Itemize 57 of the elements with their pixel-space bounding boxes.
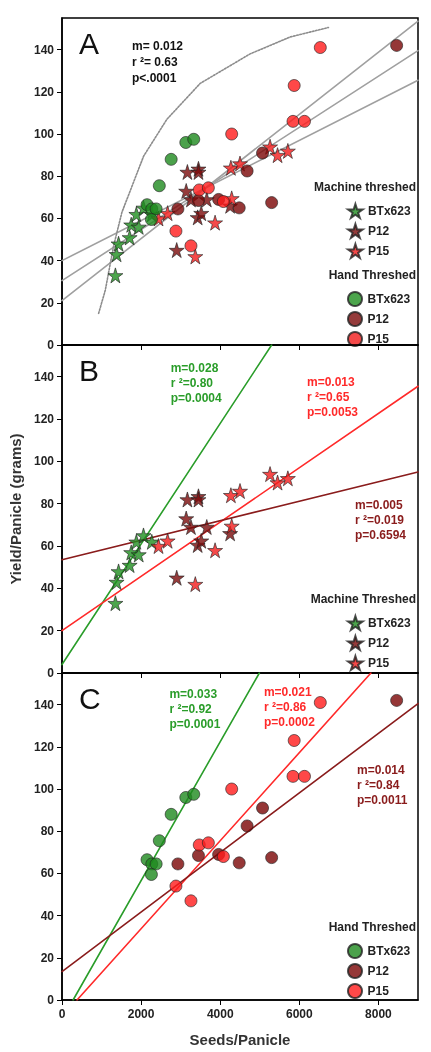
chart-title: A: [79, 26, 100, 60]
x-tick-label: 4000: [206, 1007, 234, 1021]
text: Hand Threshed: [328, 268, 417, 282]
x-axis-title: Seeds/Panicle: [189, 1031, 291, 1048]
y-tick-label: 140: [33, 42, 55, 57]
y-tick-label: 20: [40, 950, 55, 965]
legend-label: P15: [367, 244, 390, 258]
y-tick-label: 100: [33, 782, 55, 797]
y-tick-label: 0: [47, 666, 55, 680]
y-tick-label: 80: [40, 169, 55, 184]
y-tick-label: 20: [40, 295, 55, 310]
x-tick-label: 8000: [365, 1007, 393, 1021]
y-tick-label: 140: [33, 697, 55, 712]
legend-label: P15: [367, 656, 390, 670]
series-label: m=0.013 r ²=0.65 p=0.0053: [307, 374, 359, 419]
legend-title: Hand Threshed: [328, 920, 417, 934]
series-label: m=0.033 r ²=0.92 p=0.0001: [169, 686, 221, 731]
y-tick-label: 60: [40, 211, 55, 226]
x-tick-label: 0: [58, 1007, 66, 1021]
legend-label: P12: [367, 636, 390, 650]
y-axis-title: Yield/Panicle (grams): [7, 433, 25, 585]
series-label: m=0.028 r ²=0.80 p=0.0004: [170, 360, 223, 405]
legend-label: BTx623: [367, 616, 411, 630]
series-label: m=0.005 r ²=0.019 p=0.6594: [355, 498, 407, 543]
legend-label: P12: [367, 964, 390, 978]
legend-label: P12: [367, 224, 390, 238]
series-label: m=0.021 r ²=0.86 p=0.0002: [263, 684, 316, 729]
y-tick-label: 60: [40, 539, 55, 554]
y-tick-label: 140: [33, 369, 55, 384]
y-tick-label: 40: [40, 581, 55, 596]
y-tick-label: 80: [40, 496, 55, 511]
chart-title: C: [79, 681, 101, 715]
y-tick-label: 120: [33, 84, 55, 99]
y-tick-label: 0: [47, 993, 55, 1007]
text: Machine threshed: [313, 180, 417, 194]
legend-label: BTx623: [367, 944, 411, 958]
y-tick-label: 120: [33, 412, 55, 427]
y-tick-label: 40: [40, 253, 55, 268]
chart-title: B: [79, 353, 100, 387]
y-tick-label: 60: [40, 866, 55, 881]
legend-label: P15: [367, 984, 390, 998]
legend-label: BTx623: [367, 204, 411, 218]
x-tick-label: 6000: [285, 1007, 313, 1021]
y-tick-label: 0: [47, 338, 55, 352]
y-tick-label: 40: [40, 908, 55, 923]
y-tick-label: 20: [40, 623, 55, 638]
x-tick-label: 2000: [127, 1007, 155, 1021]
legend-label: BTx623: [367, 292, 411, 306]
legend-title: Machine Threshed: [310, 592, 416, 606]
annotation: m= 0.012 r ²= 0.63 p<.0001: [132, 39, 184, 85]
y-tick-label: 100: [33, 127, 55, 142]
y-tick-label: 100: [33, 454, 55, 469]
y-tick-label: 120: [33, 739, 55, 754]
y-tick-label: 80: [40, 824, 55, 839]
series-label: m=0.014 r ²=0.84 p=0.0011: [357, 763, 408, 808]
legend-label: P15: [367, 332, 390, 346]
legend-label: P12: [367, 312, 390, 326]
